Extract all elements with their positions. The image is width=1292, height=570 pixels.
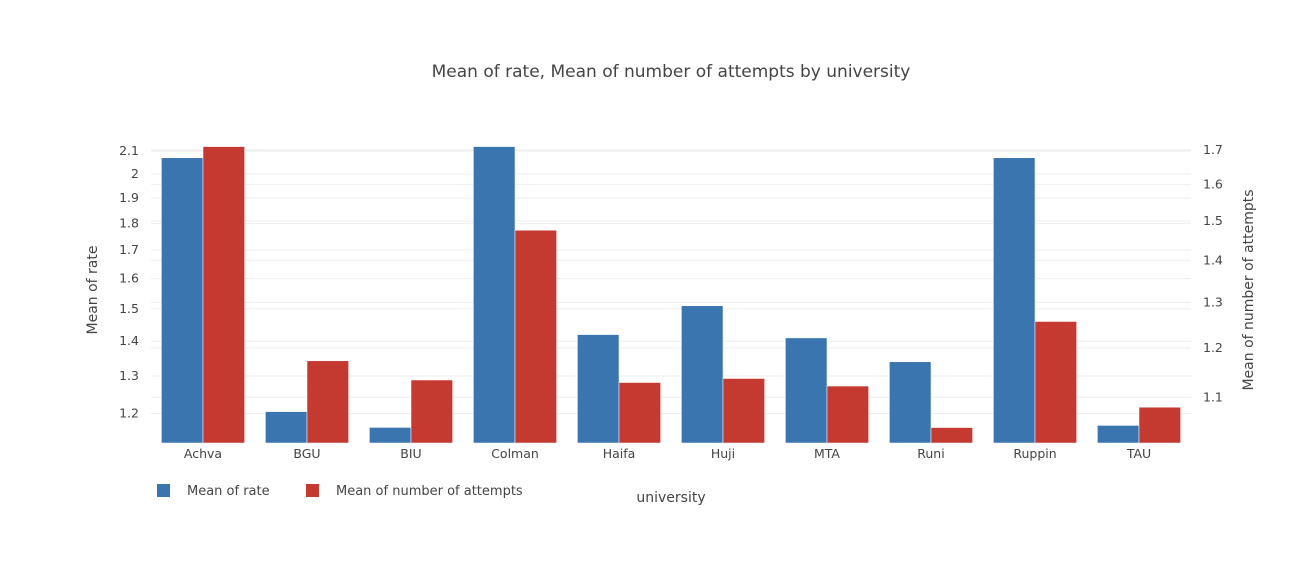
y-right-axis-title: Mean of number of attempts	[1241, 189, 1257, 390]
left-tick-label: 1.4	[119, 333, 139, 348]
bar-rate-huji	[681, 305, 724, 444]
bars	[161, 146, 1181, 444]
left-tick-label: 1.9	[119, 190, 139, 205]
legend-label: Mean of rate	[187, 484, 270, 499]
bar-rate-bgu	[265, 411, 308, 444]
legend-item[interactable]: Mean of rate	[157, 484, 270, 499]
bar-rate-ruppin	[993, 157, 1036, 444]
bar-rate-haifa	[577, 334, 620, 444]
x-tick-label: BGU	[293, 446, 320, 461]
x-tick-label: MTA	[814, 446, 840, 461]
x-axis-title: university	[636, 490, 705, 506]
right-tick-label: 1.1	[1203, 389, 1223, 404]
bar-attempts-tau	[1138, 406, 1181, 444]
x-axis-ticks: Achva BGU BIU Colman Haifa Huji MTA Runi Ruppin T…	[184, 446, 1151, 461]
legend-label: Mean of number of attempts	[336, 484, 523, 499]
left-axis-ticks: 1.2 1.3 1.4 1.5 1.6 1.7 1.8 1.9 2 2.1	[119, 143, 139, 421]
right-tick-label: 1.6	[1203, 176, 1223, 191]
x-tick-label: Huji	[711, 446, 735, 461]
bar-rate-mta	[785, 337, 828, 444]
left-tick-label: 2	[131, 166, 139, 181]
chart-title: Mean of rate, Mean of number of attempts…	[432, 62, 911, 82]
legend-swatch	[306, 484, 319, 497]
x-tick-label: Achva	[184, 446, 222, 461]
bar-attempts-mta	[826, 385, 869, 444]
right-axis-ticks: 1.1 1.2 1.3 1.4 1.5 1.6 1.7	[1203, 142, 1223, 404]
left-tick-label: 1.3	[119, 368, 139, 383]
right-tick-label: 1.3	[1203, 294, 1223, 309]
left-tick-label: 1.8	[119, 215, 139, 230]
right-tick-label: 1.5	[1203, 213, 1223, 228]
bar-rate-tau	[1097, 425, 1140, 444]
left-tick-label: 2.1	[119, 143, 139, 158]
right-tick-label: 1.4	[1203, 252, 1223, 267]
right-tick-label: 1.2	[1203, 340, 1223, 355]
bar-attempts-ruppin	[1034, 321, 1077, 444]
legend-item[interactable]: Mean of number of attempts	[306, 484, 523, 499]
y-left-axis-title: Mean of rate	[85, 246, 101, 335]
bar-attempts-colman	[514, 229, 557, 444]
bar-attempts-haifa	[618, 382, 661, 444]
x-tick-label: Haifa	[603, 446, 636, 461]
bar-attempts-runi	[930, 427, 973, 444]
x-tick-label: BIU	[400, 446, 421, 461]
bar-attempts-biu	[410, 379, 453, 444]
bar-rate-achva	[161, 157, 204, 444]
legend-swatch	[157, 484, 170, 497]
left-tick-label: 1.6	[119, 271, 139, 286]
left-tick-label: 1.2	[119, 406, 139, 421]
bar-rate-biu	[369, 427, 412, 444]
bar-attempts-bgu	[306, 360, 349, 444]
bar-rate-colman	[473, 146, 516, 444]
right-tick-label: 1.7	[1203, 142, 1223, 157]
bar-attempts-achva	[202, 146, 245, 444]
x-tick-label: Colman	[491, 446, 539, 461]
legend: Mean of rate Mean of number of attempts	[157, 484, 523, 499]
bar-attempts-huji	[722, 378, 765, 444]
x-tick-label: Ruppin	[1013, 446, 1056, 461]
left-tick-label: 1.5	[119, 301, 139, 316]
left-tick-label: 1.7	[119, 242, 139, 257]
x-tick-label: TAU	[1126, 446, 1151, 461]
bar-rate-runi	[889, 361, 932, 444]
x-tick-label: Runi	[917, 446, 944, 461]
